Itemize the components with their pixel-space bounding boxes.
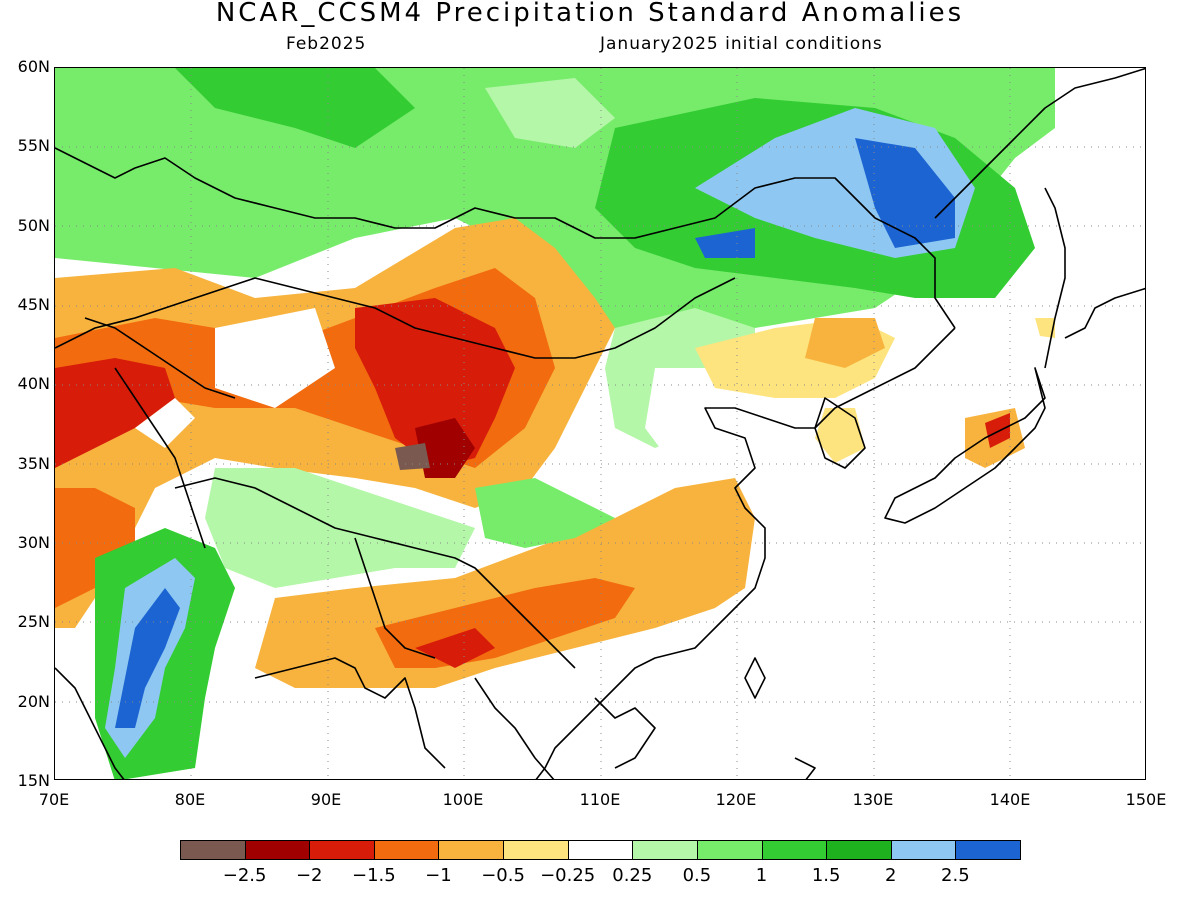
colorbar-swatch	[826, 840, 892, 860]
coastlines	[55, 68, 1145, 779]
colorbar	[180, 840, 1021, 862]
colorbar-swatch	[890, 840, 957, 860]
anomaly-shading	[55, 68, 1055, 779]
lat-label: 30N	[17, 533, 50, 552]
lat-label: 40N	[17, 374, 50, 393]
colorbar-label: 2	[885, 865, 897, 886]
colorbar-swatch	[696, 840, 763, 860]
colorbar-label: 1.5	[811, 865, 841, 886]
forecast-month: Feb2025	[286, 34, 367, 54]
colorbar-label: 0.25	[612, 865, 653, 886]
map-svg	[55, 68, 1145, 779]
colorbar-label: −2.5	[222, 865, 267, 886]
colorbar-swatch	[761, 840, 828, 860]
lon-label: 110E	[579, 790, 621, 809]
colorbar-label: −1	[425, 865, 452, 886]
lon-label: 80E	[174, 790, 206, 809]
lon-label: 120E	[715, 790, 757, 809]
lat-label: 35N	[17, 454, 50, 473]
colorbar-swatch	[567, 840, 634, 860]
lat-label: 25N	[17, 612, 50, 631]
colorbar-label: −0.25	[540, 865, 596, 886]
lat-label: 15N	[17, 771, 50, 790]
colorbar-swatch	[373, 840, 440, 860]
colorbar-swatch	[632, 840, 698, 860]
colorbar-swatch	[438, 840, 505, 860]
colorbar-label: −1.5	[351, 865, 396, 886]
lat-label: 55N	[17, 136, 50, 155]
lon-label: 90E	[310, 790, 342, 809]
colorbar-swatch	[503, 840, 569, 860]
lon-label: 100E	[442, 790, 484, 809]
colorbar-label: 0.5	[682, 865, 712, 886]
lon-label: 130E	[852, 790, 894, 809]
map-title: NCAR_CCSM4 Precipitation Standard Anomal…	[215, 0, 965, 28]
colorbar-swatch	[955, 840, 1021, 860]
lat-label: 50N	[17, 216, 50, 235]
anomaly-map	[54, 67, 1146, 780]
graticule	[55, 68, 1145, 779]
colorbar-swatch	[244, 840, 311, 860]
colorbar-swatch	[309, 840, 375, 860]
initial-conditions: January2025 initial conditions	[600, 34, 883, 54]
colorbar-label: 2.5	[941, 865, 970, 886]
lat-label: 60N	[17, 57, 50, 76]
lat-label: 20N	[17, 692, 50, 711]
colorbar-label: 1	[755, 865, 768, 886]
lat-label: 45N	[17, 295, 50, 314]
lon-label: 140E	[989, 790, 1031, 809]
lon-label: 70E	[38, 790, 70, 809]
colorbar-label: −2	[295, 865, 323, 886]
lon-label: 150E	[1125, 790, 1167, 809]
colorbar-swatch	[180, 840, 246, 860]
colorbar-label: −0.5	[481, 865, 525, 886]
